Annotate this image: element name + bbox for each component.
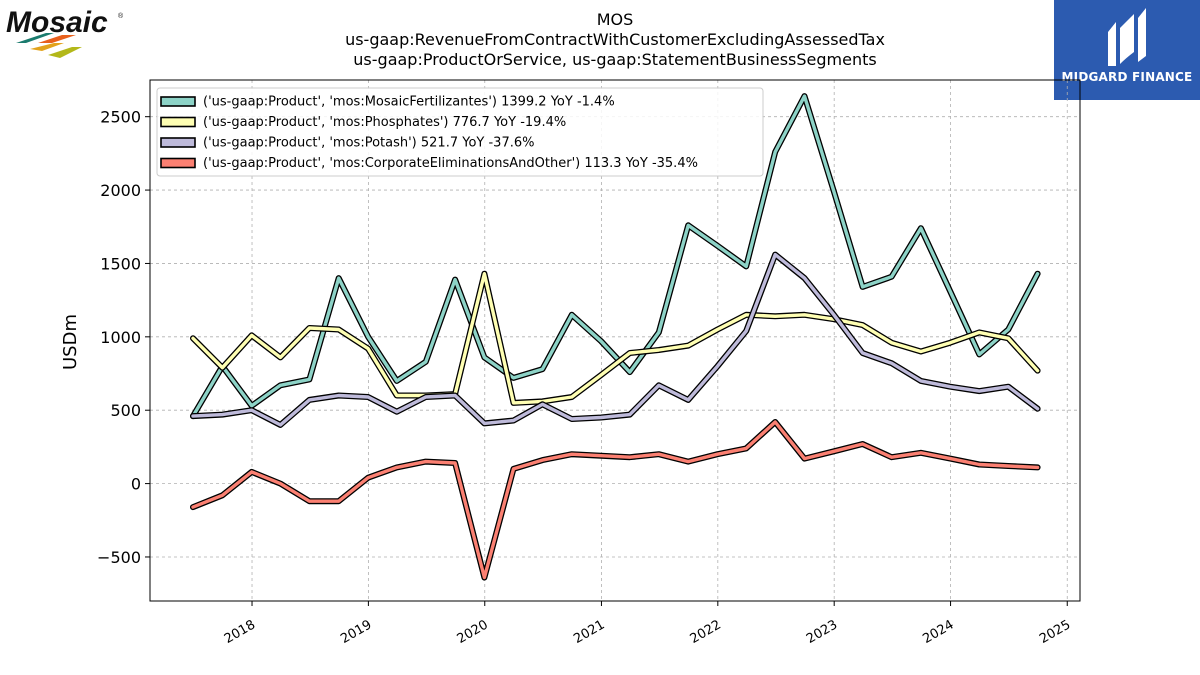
y-axis-label: USDm xyxy=(60,314,81,370)
svg-text:®: ® xyxy=(118,12,124,20)
midgard-logo-mark xyxy=(1108,8,1146,66)
legend-swatch-3 xyxy=(160,137,196,148)
midgard-brand-text: MIDGARD FINANCE xyxy=(1061,70,1193,84)
chart-titles: MOS us-gaap:RevenueFromContractWithCusto… xyxy=(0,10,1200,70)
midgard-finance-logo: MIDGARD FINANCE xyxy=(1054,0,1200,100)
x-tick-label: 2018 xyxy=(222,617,258,647)
mosaic-logo: Mosaic ® xyxy=(2,2,132,62)
plot-frame xyxy=(149,79,1081,602)
mosaic-logo-graphic: Mosaic ® xyxy=(6,6,124,58)
series-line-4 xyxy=(191,420,1040,580)
y-tick-label: 1000 xyxy=(100,328,141,347)
x-tick-label: 2020 xyxy=(455,617,491,647)
x-tick-label: 2019 xyxy=(338,617,374,647)
legend-swatch-4 xyxy=(160,157,196,169)
legend-label-1: ('us-gaap:Product', 'mos:MosaicFertiliza… xyxy=(203,95,615,110)
x-tick-label: 2022 xyxy=(688,617,724,647)
axis-ticks: −500 0 500 1000 1500 2000 2500 2018 2019 2020 2021… xyxy=(97,108,1073,647)
x-tick-label: 2024 xyxy=(920,617,956,647)
legend-label-2: ('us-gaap:Product', 'mos:Phosphates') 77… xyxy=(203,115,566,130)
chart-subtitle-1: us-gaap:RevenueFromContractWithCustomerE… xyxy=(345,30,885,49)
legend-label-4: ('us-gaap:Product', 'mos:CorporateElimin… xyxy=(203,156,698,171)
series-lines xyxy=(190,93,1041,581)
legend-swatch-1 xyxy=(160,96,196,107)
legend: ('us-gaap:Product', 'mos:MosaicFertiliza… xyxy=(156,87,764,177)
x-tick-label: 2021 xyxy=(571,617,607,647)
y-tick-label: 2500 xyxy=(100,108,141,127)
y-tick-label: 0 xyxy=(131,475,141,494)
series-line-1 xyxy=(191,94,1040,418)
y-tick-label: −500 xyxy=(97,548,141,567)
x-tick-label: 2025 xyxy=(1037,617,1073,647)
chart-title: MOS xyxy=(596,10,634,29)
legend-label-3: ('us-gaap:Product', 'mos:Potash') 521.7 … xyxy=(203,136,534,151)
series-line-3 xyxy=(191,252,1040,427)
y-tick-label: 2000 xyxy=(100,181,141,200)
mosaic-logo-wordmark: Mosaic xyxy=(6,6,108,39)
legend-box xyxy=(156,87,764,177)
legend-swatch-2 xyxy=(160,116,196,128)
y-tick-label: 1500 xyxy=(100,254,141,273)
series-line-2 xyxy=(191,272,1040,405)
x-tick-label: 2023 xyxy=(804,617,840,647)
y-tick-label: 500 xyxy=(110,401,141,420)
chart-subtitle-2: us-gaap:ProductOrService, us-gaap:Statem… xyxy=(353,50,877,69)
